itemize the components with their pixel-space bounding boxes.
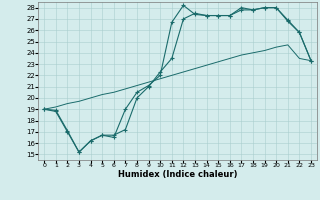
X-axis label: Humidex (Indice chaleur): Humidex (Indice chaleur) bbox=[118, 170, 237, 179]
